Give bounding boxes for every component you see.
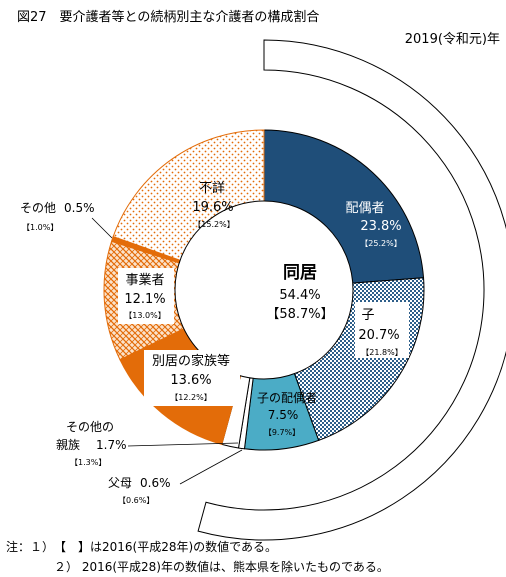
center-prev: 【58.7%】 bbox=[266, 307, 333, 322]
label-unknown-name: 不詳 bbox=[199, 180, 225, 196]
note-2: ２） 2016(平成28)年の数値は、熊本県を除いたものである。 bbox=[54, 559, 389, 574]
label-business-prev: 【13.0%】 bbox=[124, 311, 165, 320]
label-parent-name: 父母 bbox=[108, 476, 132, 490]
label-separate-prev: 【12.2%】 bbox=[170, 393, 211, 402]
cohabiting-bracket bbox=[197, 39, 506, 541]
label-unknown-prev: 【15.2%】 bbox=[193, 220, 234, 229]
center-value: 54.4% bbox=[279, 288, 320, 303]
label-separate-value: 13.6% bbox=[170, 373, 211, 388]
label-otherrel-value: 1.7% bbox=[96, 438, 127, 452]
label-child-value: 20.7% bbox=[358, 328, 399, 343]
label-other-name: その他 bbox=[20, 201, 56, 215]
label-separate-name: 別居の家族等 bbox=[152, 353, 230, 369]
label-business-bg bbox=[118, 268, 174, 324]
center-hole bbox=[174, 200, 354, 380]
leader-other bbox=[91, 217, 113, 239]
chart-subtitle: 2019(令和元)年 bbox=[405, 32, 500, 47]
leader-parent bbox=[179, 449, 243, 485]
label-spouse-prev: 【25.2%】 bbox=[360, 239, 401, 248]
label-parent-value: 0.6% bbox=[140, 476, 171, 490]
label-child-bg bbox=[355, 302, 409, 358]
leader-otherrel bbox=[127, 442, 239, 447]
label-childspouse-name: 子の配偶者 bbox=[257, 391, 317, 405]
label-otherrel-line2: 親族 bbox=[56, 438, 80, 452]
center-title: 同居 bbox=[283, 263, 317, 283]
label-unknown-value: 19.6% bbox=[192, 200, 233, 215]
label-spouse-name: 配偶者 bbox=[345, 201, 384, 216]
label-child-name: 子 bbox=[361, 308, 374, 323]
label-otherrel-prev: 【1.3%】 bbox=[70, 458, 106, 467]
label-otherrel-line1: その他の bbox=[66, 420, 114, 434]
label-other-prev: 【1.0%】 bbox=[22, 223, 58, 232]
note-1: 注：１） 【 】は2016(平成28年)の数値である。 bbox=[6, 539, 277, 554]
label-separate-bg bbox=[144, 350, 240, 406]
label-business-name: 事業者 bbox=[125, 272, 164, 288]
label-childspouse-value: 7.5% bbox=[268, 408, 299, 422]
label-business-value: 12.1% bbox=[124, 292, 165, 307]
label-other-value: 0.5% bbox=[64, 201, 95, 215]
label-spouse-value: 23.8% bbox=[360, 219, 401, 234]
label-child-prev: 【21.8%】 bbox=[361, 348, 402, 357]
label-childspouse-prev: 【9.7%】 bbox=[264, 428, 300, 437]
chart-title: 図27 要介護者等との続柄別主な介護者の構成割合 bbox=[17, 9, 319, 25]
label-parent-prev: 【0.6%】 bbox=[118, 496, 154, 505]
